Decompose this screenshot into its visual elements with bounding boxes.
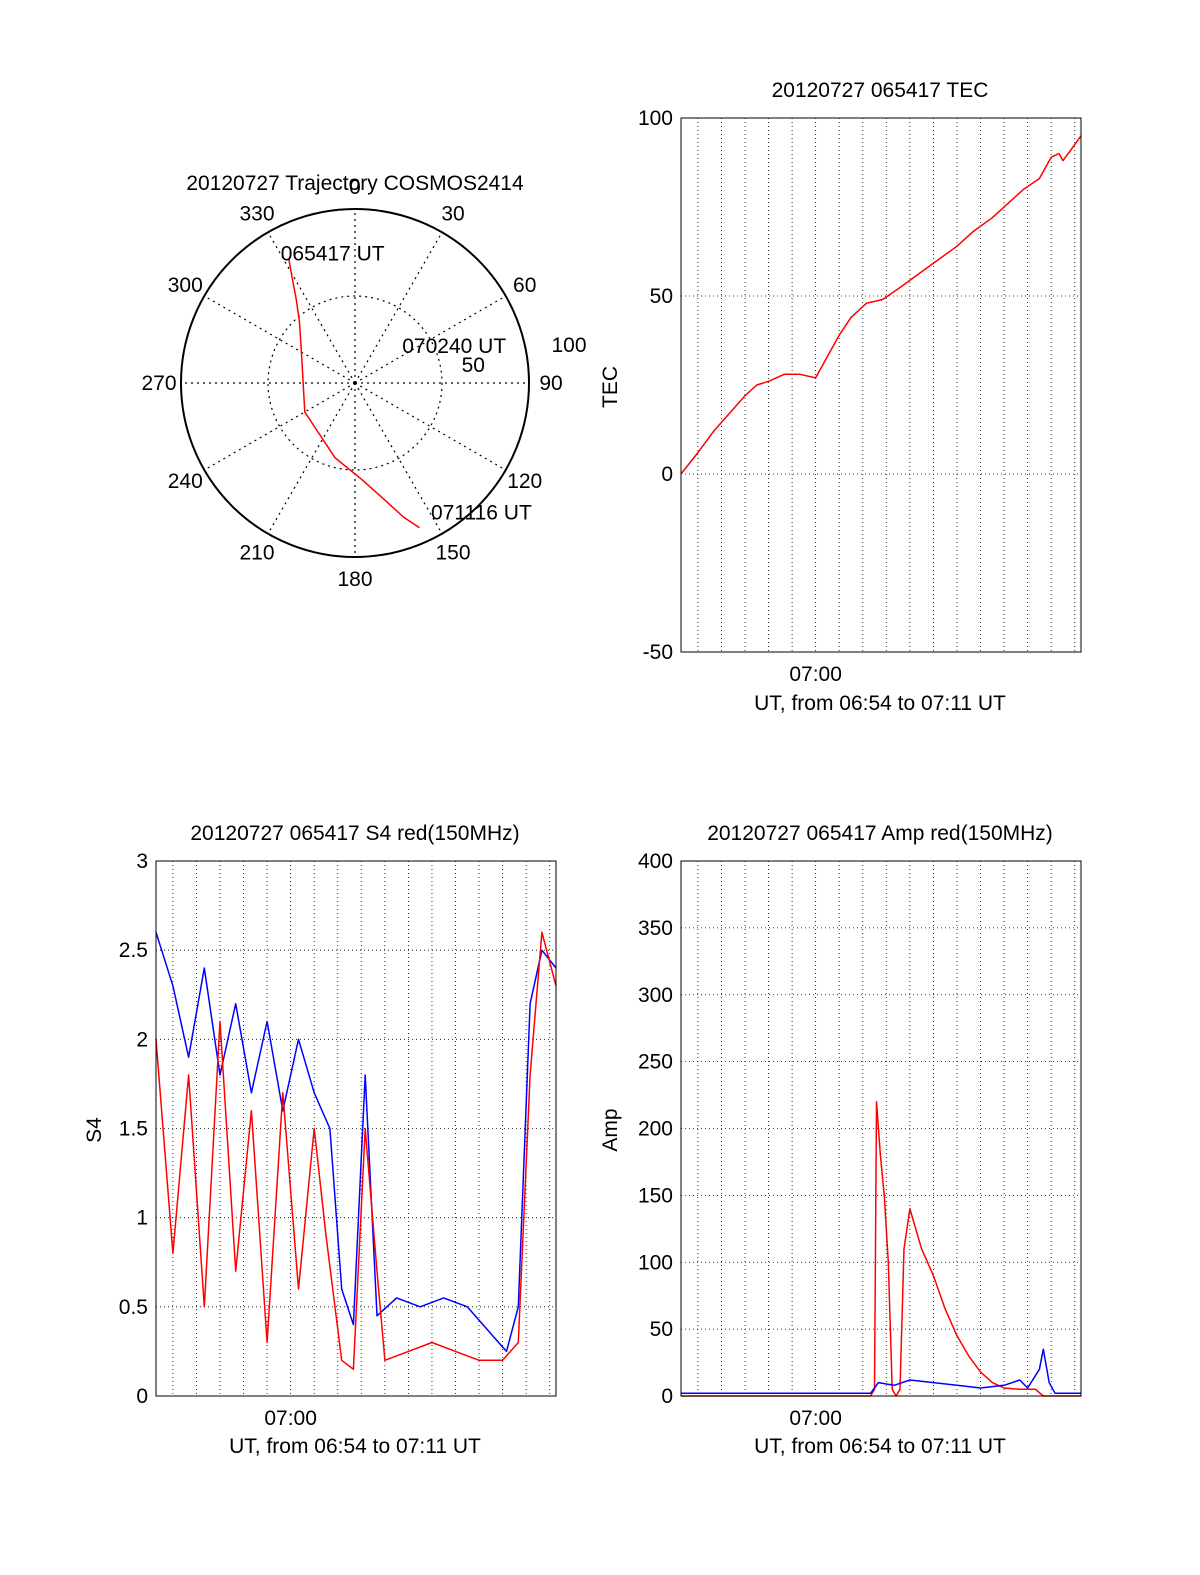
polar-spoke: [267, 232, 356, 384]
tec-frame: [680, 117, 1082, 653]
s4-ytick-label: 2: [136, 1028, 148, 1051]
polar-angle-label: 180: [337, 568, 372, 591]
amp-frame: [680, 860, 1082, 1397]
s4-title: 20120727 065417 S4 red(150MHz): [190, 822, 519, 845]
s4-tick-labels: 3 2.5 2 1.5 1 0.5 0 07:00: [119, 850, 317, 1430]
polar-spoke: [267, 382, 356, 534]
amp-ylabel: Amp: [599, 1108, 622, 1151]
tec-ytick-label: 50: [650, 285, 673, 308]
polar-angle-label: 240: [168, 470, 203, 493]
polar-angle-label: 150: [435, 542, 470, 565]
s4-ylabel: S4: [83, 1117, 106, 1143]
s4-ytick-label: 1.5: [119, 1118, 148, 1141]
tec-ytick-label: -50: [643, 641, 673, 664]
polar-outer-ring: [180, 208, 530, 558]
tec-ytick-label: 100: [638, 107, 673, 130]
polar-radial-label: 50: [462, 354, 485, 377]
polar-spoke: [204, 295, 356, 384]
amp-tick-labels: 400 350 300 250 200 150 100 50 0 07:00: [638, 850, 842, 1430]
polar-angle-label: 60: [513, 274, 536, 297]
polar-spoke: [354, 232, 443, 384]
amp-ytick-label: 150: [638, 1184, 673, 1207]
amp-xlabel: UT, from 06:54 to 07:11 UT: [754, 1435, 1006, 1458]
amp-ytick-label: 50: [650, 1318, 673, 1341]
polar-angle-labels: 0 30 60 90 120 150 180 210 240 270 300 330 50 100: [141, 176, 586, 591]
amp-series: [681, 1101, 1081, 1397]
amp-ytick-label: 400: [638, 850, 673, 873]
amp-ytick-label: 350: [638, 917, 673, 940]
s4-ytick-label: 3: [136, 850, 148, 873]
polar-spoke: [204, 382, 356, 471]
amp-ytick-label: 200: [638, 1118, 673, 1141]
s4-xlabel: UT, from 06:54 to 07:11 UT: [229, 1435, 481, 1458]
s4-ytick-label: 2.5: [119, 939, 148, 962]
amp-grid: [681, 861, 1081, 1396]
amp-ytick-label: 300: [638, 984, 673, 1007]
s4-series-line: [155, 931, 557, 1371]
s4-frame: [155, 860, 557, 1397]
amp-ytick-label: 0: [661, 1385, 673, 1408]
s4-ytick-label: 0: [136, 1385, 148, 1408]
amp-title: 20120727 065417 Amp red(150MHz): [707, 822, 1053, 845]
polar-trajectory: [287, 258, 420, 529]
tec-tick-labels: 100 50 0 -50 07:00: [638, 107, 842, 686]
polar-spoke: [354, 382, 443, 534]
polar-inner-ring: [267, 295, 443, 471]
s4-ytick-label: 0.5: [119, 1296, 148, 1319]
polar-angle-label: 300: [168, 274, 203, 297]
trajectory-time-label: 071116 UT: [431, 501, 532, 524]
s4-xtick-label: 07:00: [264, 1407, 317, 1430]
polar-spoke: [354, 382, 506, 471]
polar-spoke: [354, 295, 506, 384]
amp-ytick-label: 250: [638, 1051, 673, 1074]
polar-radial-label: 100: [551, 334, 586, 357]
trajectory-line: [287, 258, 420, 529]
tec-plot: 20120727 065417 TEC UT, from 06:54 to 07…: [599, 79, 1082, 715]
polar-angle-label: 330: [239, 202, 274, 225]
amp-ytick-label: 100: [638, 1251, 673, 1274]
tec-xlabel: UT, from 06:54 to 07:11 UT: [754, 692, 1006, 715]
tec-series-line: [680, 135, 1082, 475]
trajectory-polar-plot: 20120727 Trajectory COSMOS2414 0 30 60 90 12…: [141, 172, 586, 591]
polar-angle-label: 210: [239, 542, 274, 565]
polar-grid: [180, 208, 530, 558]
polar-angle-label: 30: [441, 202, 464, 225]
polar-angle-label: 120: [507, 470, 542, 493]
tec-title: 20120727 065417 TEC: [772, 79, 989, 102]
tec-series: [680, 135, 1082, 475]
tec-grid: [681, 118, 1081, 652]
polar-annotations: 065417 UT 070240 UT 071116 UT: [281, 242, 532, 524]
s4-ytick-label: 1: [136, 1207, 148, 1230]
tec-ytick-label: 0: [661, 463, 673, 486]
polar-angle-label: 270: [141, 372, 176, 395]
amp-plot: 20120727 065417 Amp red(150MHz) UT, from…: [599, 822, 1082, 1458]
polar-angle-label: 0: [349, 176, 361, 199]
s4-series: [155, 931, 557, 1371]
polar-angle-label: 90: [539, 372, 562, 395]
s4-series-line: [155, 932, 557, 1353]
polar-title: 20120727 Trajectory COSMOS2414: [186, 172, 524, 195]
amp-xtick-label: 07:00: [789, 1407, 842, 1430]
s4-plot: 20120727 065417 S4 red(150MHz) UT, from …: [83, 822, 557, 1458]
amp-series-line: [681, 1101, 1081, 1397]
amp-series-line: [681, 1348, 1081, 1395]
trajectory-time-label: 065417 UT: [281, 242, 385, 265]
tec-ylabel: TEC: [599, 366, 622, 408]
trajectory-time-label: 070240 UT: [402, 335, 506, 358]
tec-xtick-label: 07:00: [789, 663, 842, 686]
